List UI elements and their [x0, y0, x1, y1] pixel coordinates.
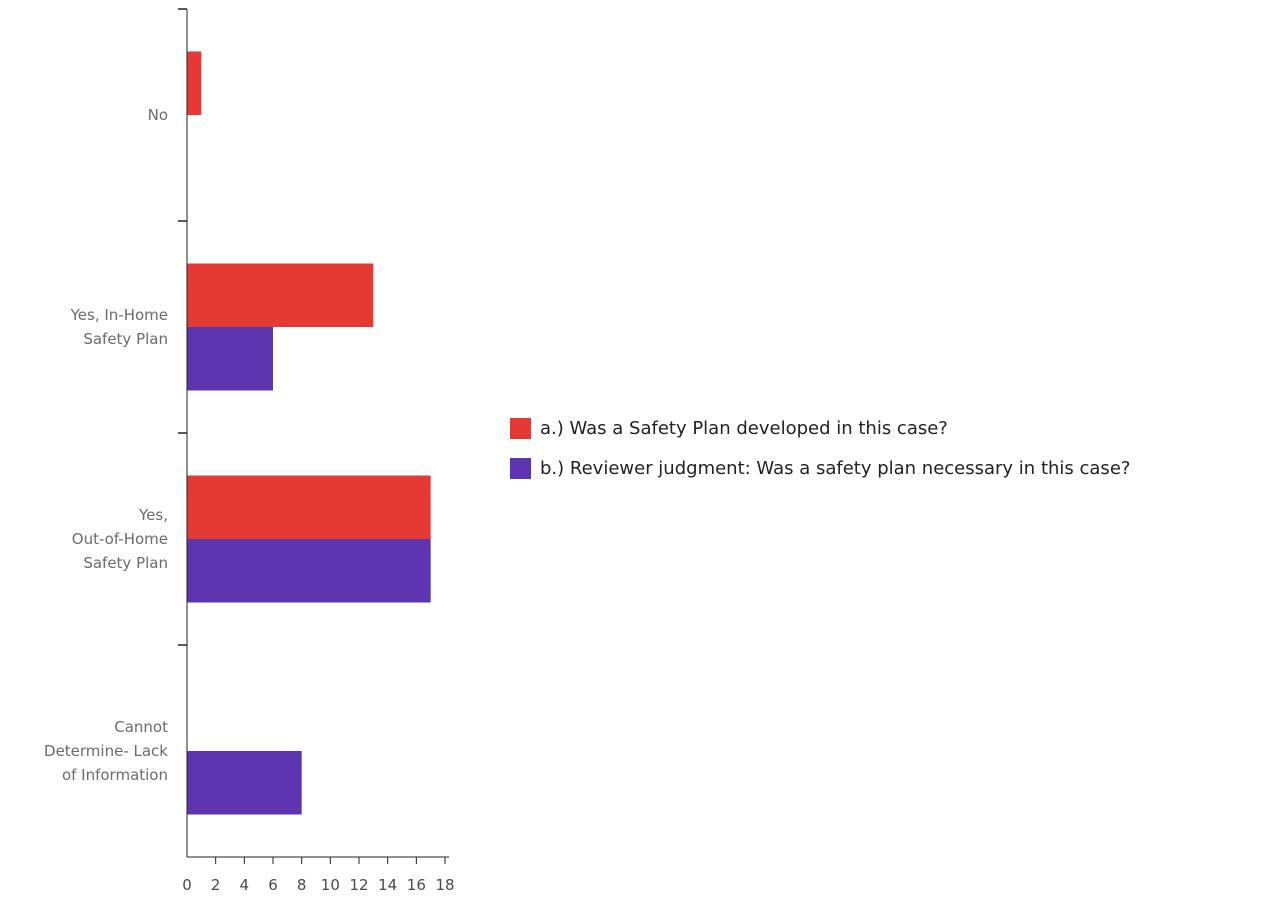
category-label-line: Safety Plan [83, 554, 168, 572]
category-label-line: Determine- Lack [44, 742, 168, 760]
x-tick-label: 4 [240, 876, 250, 894]
bar-series-b-cat-1 [187, 327, 273, 391]
category-label-line: Yes, In-Home [70, 306, 168, 324]
category-label-1: Yes, In-Home Safety Plan [70, 306, 168, 348]
x-tick-label: 16 [407, 876, 426, 894]
bar-series-a-cat-0 [187, 51, 202, 115]
x-tick-label: 18 [435, 876, 454, 894]
category-label-line: No [148, 106, 168, 124]
x-tick-label: 2 [211, 876, 221, 894]
x-tick-label: 10 [321, 876, 340, 894]
category-label-2: Yes, Out-of-Home Safety Plan [72, 506, 168, 572]
category-label-0: No [148, 106, 168, 124]
x-tick-label: 8 [297, 876, 307, 894]
bar-series-a-cat-1 [187, 263, 374, 327]
legend-item-series-a: a.) Was a Safety Plan developed in this … [510, 414, 1130, 442]
legend-swatch-series-b [510, 457, 531, 479]
legend-swatch-series-a [510, 417, 531, 439]
bar-series-b-cat-2 [187, 539, 431, 603]
category-label-line: Cannot [114, 718, 168, 736]
x-tick-label: 0 [182, 876, 192, 894]
legend-item-series-b: b.) Reviewer judgment: Was a safety plan… [510, 454, 1130, 482]
x-tick-label: 6 [268, 876, 278, 894]
bar-series-b-cat-3 [187, 751, 302, 815]
legend-label-series-b: b.) Reviewer judgment: Was a safety plan… [540, 457, 1131, 479]
category-label-line: Yes, [138, 506, 168, 524]
x-tick-label: 12 [349, 876, 368, 894]
category-label-3: Cannot Determine- Lack of Information [44, 718, 168, 784]
legend-label-series-a: a.) Was a Safety Plan developed in this … [540, 417, 948, 439]
category-label-line: of Information [62, 766, 168, 784]
legend: a.) Was a Safety Plan developed in this … [510, 414, 1130, 494]
x-tick-label: 14 [378, 876, 397, 894]
category-label-line: Safety Plan [83, 330, 168, 348]
bar-series-a-cat-2 [187, 475, 431, 539]
category-label-line: Out-of-Home [72, 530, 168, 548]
